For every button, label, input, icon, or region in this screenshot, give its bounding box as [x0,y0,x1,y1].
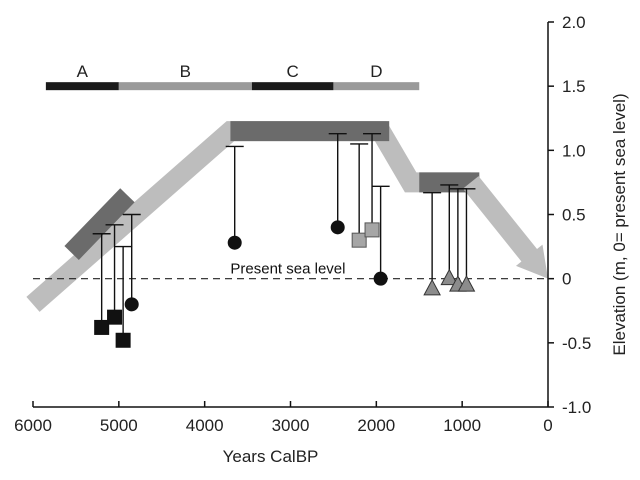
phase-label-a: A [77,62,89,81]
y-tick-label-0: -1.0 [562,398,591,417]
present-sea-level-label: Present sea level [230,261,345,278]
square-marker-9 [364,222,380,238]
x-tick-label-6000: 6000 [14,416,52,435]
square-marker-1 [94,319,110,335]
x-tick-label-1000: 1000 [443,416,481,435]
triangle-marker-10 [423,278,441,296]
y-axis-title: Elevation (m, 0= present sea level) [610,93,629,355]
sea-level-dark-segment-1 [64,188,135,260]
x-tick-label-2000: 2000 [357,416,395,435]
sea-level-curve [26,121,548,312]
x-tick-label-3000: 3000 [272,416,310,435]
phase-bar-d [333,82,420,91]
x-tick-label-4000: 4000 [186,416,224,435]
circle-marker-7 [373,271,388,286]
circle-marker-6 [330,220,345,235]
phase-label-d: D [370,62,382,81]
error-bars [92,132,476,341]
phase-bar-a [45,82,119,91]
x-tick-label-0: 0 [543,416,552,435]
y-tick-label-1: -0.5 [562,334,591,353]
phase-bar-b [118,82,252,91]
reference-line-group: Present sea level [33,261,548,280]
axes: 6000 5000 4000 3000 2000 1000 0 -1.0 -0.5 0 0.5 1.0… [14,13,591,435]
phase-bars: A B C D [45,62,420,91]
square-marker-2 [107,309,123,325]
y-tick-label-6: 2.0 [562,13,586,32]
triangle-marker-13 [457,275,476,292]
phase-label-b: B [180,62,191,81]
x-axis-title: Years CalBP [223,447,319,466]
y-tick-label-3: 0.5 [562,206,586,225]
phase-bar-c [251,82,334,91]
y-tick-label-2: 0 [562,270,571,289]
y-tick-label-4: 1.0 [562,141,586,160]
x-tick-label-5000: 5000 [100,416,138,435]
y-tick-label-5: 1.5 [562,77,586,96]
square-marker-3 [115,332,131,348]
sea-level-arrow [462,176,548,279]
triangle-marker-11 [440,268,459,286]
square-marker-8 [351,232,367,248]
data-points [94,220,476,348]
circle-marker-4 [124,297,139,312]
circle-marker-5 [227,235,242,250]
phase-label-c: C [287,62,299,81]
